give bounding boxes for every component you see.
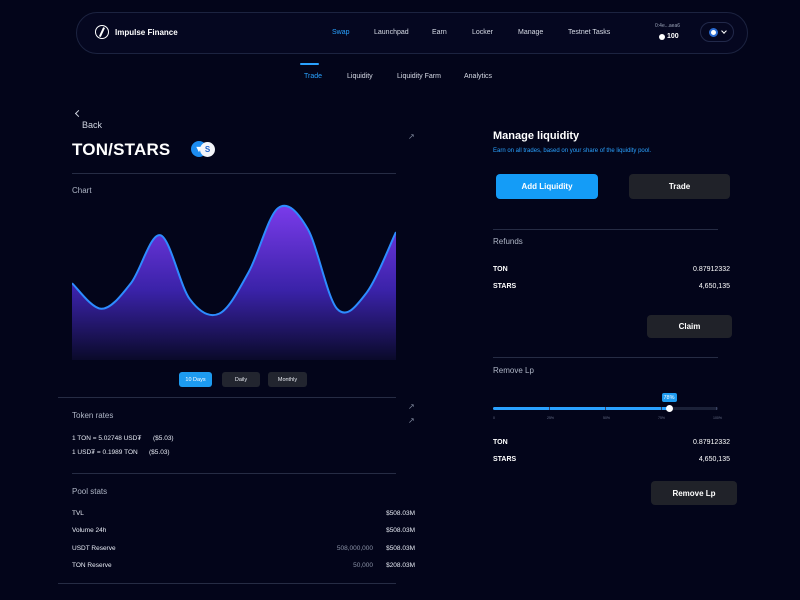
slider-fill [493, 407, 669, 410]
stat-label: TVL [72, 510, 84, 517]
remove-lp-button[interactable]: Remove Lp [651, 481, 737, 505]
account-menu-button[interactable] [700, 22, 734, 42]
range-daily-button[interactable]: Daily [222, 372, 260, 387]
pool-stats-label: Pool stats [72, 487, 108, 496]
nav-swap[interactable]: Swap [332, 29, 350, 36]
nav-earn[interactable]: Earn [432, 29, 447, 36]
stat-label: USDT Reserve [72, 545, 116, 552]
slider-tick [661, 407, 662, 410]
slider-tick-label: 0 [493, 416, 495, 420]
range-10-days-button[interactable]: 10 Days [179, 372, 212, 387]
slider-value-badge: 78% [661, 393, 677, 402]
stat-label: TON Reserve [72, 562, 112, 569]
rate-usd: ($5.03) [149, 449, 170, 456]
remove-amount: 4,650,135 [698, 456, 730, 463]
slider-tick [605, 407, 606, 410]
impulse-logo-icon [95, 25, 109, 39]
divider [58, 583, 396, 584]
tab-liquidity-farm[interactable]: Liquidity Farm [397, 73, 441, 80]
nav-manage[interactable]: Manage [518, 29, 544, 36]
refund-amount: 4,650,135 [698, 283, 730, 290]
nav-locker[interactable]: Locker [472, 29, 494, 36]
chevron-down-icon [720, 28, 727, 34]
divider [493, 229, 718, 230]
chart-area [72, 205, 396, 360]
token-rates-label: Token rates [72, 411, 114, 420]
nav-launchpad[interactable]: Launchpad [374, 29, 409, 36]
rate-usd: ($5.03) [153, 435, 174, 442]
rate-line: 1 USD₮ = 0.1989 TON [72, 449, 138, 456]
avatar [708, 27, 718, 37]
wallet-address: 0:4e...aea6 [655, 23, 681, 29]
external-link-icon[interactable]: ↗ [408, 132, 415, 141]
wallet-balance-value: 100 [667, 33, 679, 40]
slider-tick-label: 100% [713, 416, 722, 420]
slider-tick [549, 407, 550, 410]
manage-liquidity-subtitle: Earn on all trades, based on your share … [493, 148, 652, 154]
ton-coin-icon [659, 33, 665, 40]
remove-token: STARS [493, 456, 517, 463]
tab-liquidity[interactable]: Liquidity [347, 73, 373, 80]
chart-line [72, 204, 396, 317]
divider [493, 357, 718, 358]
manage-liquidity-title: Manage liquidity [493, 130, 580, 142]
divider [58, 397, 396, 398]
nav-testnet-tasks[interactable]: Testnet Tasks [568, 29, 611, 36]
back-chevron-icon[interactable] [74, 109, 83, 118]
stat-value: $508.03M [386, 510, 415, 517]
external-link-icon[interactable]: ↗ [408, 402, 415, 411]
tab-analytics[interactable]: Analytics [464, 73, 493, 80]
slider-tick [716, 407, 717, 410]
external-link-icon[interactable]: ↗ [408, 416, 415, 425]
slider-tick-label: 50% [603, 416, 611, 420]
stars-token-icon: S [200, 142, 215, 157]
top-navbar [76, 12, 748, 54]
app-logo[interactable]: Impulse Finance [95, 25, 178, 39]
tab-trade[interactable]: Trade [304, 73, 323, 80]
slider-handle[interactable] [665, 405, 673, 412]
active-subtab-indicator [300, 63, 319, 65]
range-monthly-button[interactable]: Monthly [268, 372, 307, 387]
stat-sub: 508,000,000 [336, 545, 373, 552]
rate-line: 1 TON = 5.02748 USD₮ [72, 435, 142, 442]
add-liquidity-button[interactable]: Add Liquidity [496, 174, 598, 199]
price-chart [72, 204, 396, 360]
remove-amount: 0.87912332 [693, 439, 730, 446]
pair-title: TON/STARS [72, 140, 171, 159]
slider-tick-label: 25% [547, 416, 555, 420]
wallet-balance: 100 [659, 33, 679, 40]
remove-token: TON [493, 439, 508, 446]
divider [72, 473, 396, 474]
pair-token-icons: ▼ S [191, 141, 217, 157]
refunds-label: Refunds [493, 237, 523, 246]
refund-amount: 0.87912332 [693, 266, 730, 273]
divider [72, 173, 396, 174]
back-button[interactable]: Back [82, 120, 103, 130]
refund-token: TON [493, 266, 508, 273]
stat-value: $508.03M [386, 545, 415, 552]
refund-token: STARS [493, 283, 517, 290]
stat-value: $508.03M [386, 527, 415, 534]
stat-sub: 50,000 [353, 562, 373, 569]
app-name: Impulse Finance [115, 27, 178, 37]
stat-value: $208.03M [386, 562, 415, 569]
slider-tick-label: 75% [658, 416, 666, 420]
claim-button[interactable]: Claim [647, 315, 732, 338]
trade-button[interactable]: Trade [629, 174, 730, 199]
remove-lp-label: Remove Lp [493, 366, 534, 375]
stat-label: Volume 24h [72, 527, 107, 534]
chart-label: Chart [72, 186, 92, 195]
